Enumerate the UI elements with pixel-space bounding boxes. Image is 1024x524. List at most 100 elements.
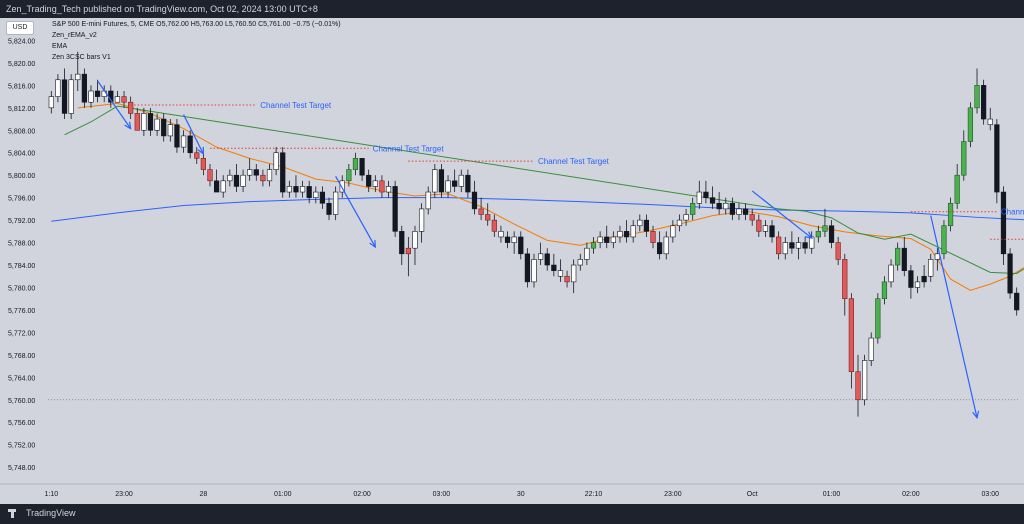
y-tick-label: 5,824.00 [8,38,35,45]
candle-body [762,225,769,232]
candle-body [742,208,749,215]
candlestick-chart[interactable]: 5,748.00 5,752.00 5,756.00 5,760.00 5,764.00… [0,18,1024,504]
candle-body [432,169,438,193]
candle-body [822,225,828,232]
candle-body [994,124,1000,193]
candle-body [895,247,901,266]
candle-body [299,186,306,193]
candle-body [736,208,742,215]
brand-label: TradingView [26,508,76,518]
candle-body [795,242,802,249]
y-tick-label: 5,768.00 [8,353,35,360]
candle-body [247,169,253,176]
candle-body [967,107,974,142]
candle-body [1000,191,1007,255]
candle-body [352,158,359,170]
x-tick-label: 01:00 [274,491,292,498]
candle-body [81,73,87,103]
candle-body [637,219,643,227]
candle-body [610,236,616,243]
y-tick-label: 5,760.00 [8,398,35,405]
candle-body [861,360,868,401]
candle-body [815,231,821,238]
candle-body [749,214,755,221]
candle-body [676,219,683,227]
candle-body [597,236,603,243]
y-tick-label: 5,784.00 [8,263,35,270]
candle-body [518,236,524,255]
candle-body [445,180,451,193]
candle-body [789,242,795,249]
candle-body [260,174,266,182]
candle-body [630,225,636,238]
candle-body [947,202,954,227]
candle-body [802,242,808,249]
candle-body [134,113,140,131]
candle-body [438,169,445,193]
currency-badge[interactable]: USD [6,21,34,35]
candle-body [253,169,259,176]
y-tick-label: 5,820.00 [8,61,35,68]
candle-body [868,337,874,361]
candle-body [901,247,907,271]
candle-body [617,231,623,238]
candle-body [564,275,570,283]
candle-body [273,152,279,170]
candle-body [187,135,193,154]
chart-area[interactable]: 5,748.00 5,752.00 5,756.00 5,760.00 5,764.00… [0,18,1024,504]
candle-body [161,118,167,137]
candle-body [88,90,94,103]
y-tick-label: 5,772.00 [8,330,35,337]
candle-body [875,298,881,339]
ema-long-line [51,197,1024,222]
arrow-head [197,146,205,156]
candle-body [293,186,299,193]
candle-body [577,259,583,266]
x-tick-label: 23:00 [664,491,682,498]
candle-body [379,180,385,193]
tradingview-brand[interactable]: TradingView [8,508,76,518]
candle-body [643,219,650,232]
candle-body [141,113,147,131]
indicator-legend-zen-rema[interactable]: Zen_rEMA_v2 [52,32,97,39]
indicator-legend-3csc[interactable]: Zen 3CSC bars V1 [52,54,111,61]
x-tick-label: 03:00 [433,491,451,498]
channel-target-label: Channel Test Target [260,101,332,110]
candle-body [326,202,332,215]
candle-body [716,202,722,210]
indicator-legend-ema[interactable]: EMA [52,43,68,50]
candle-body [1007,253,1013,294]
x-tick-label: 1:10 [44,491,58,498]
candle-body [557,270,564,277]
candle-body [703,191,709,198]
publisher-line: Zen_Trading_Tech published on TradingVie… [6,4,318,14]
candle-body [1014,292,1020,311]
candle-body [941,225,947,255]
candle-body [928,259,934,277]
candle-body [551,264,557,271]
y-tick-label: 5,800.00 [8,173,35,180]
candle-body [987,118,993,125]
y-tick-label: 5,816.00 [8,83,35,90]
candle-body [154,118,160,131]
tradingview-logo-icon [8,508,22,518]
candle-body [48,96,54,109]
symbol-legend: S&P 500 E-mini Futures, 5, CME O5,762.00… [52,21,341,28]
candle-body [128,101,134,114]
x-tick-label: Oct [747,491,758,498]
x-tick-label: 28 [199,491,207,498]
candle-body [981,85,987,120]
candle-body [180,135,187,148]
candle-body [114,96,121,103]
channel-target-label: Channel Test Target [1001,208,1024,217]
candle-body [544,253,550,266]
candle-body [604,236,610,243]
candle-body [213,180,220,193]
candle-body [399,231,405,255]
candle-body [650,231,656,243]
arrow-line [930,215,978,418]
y-tick-label: 5,808.00 [8,128,35,135]
candle-body [55,79,61,97]
candle-body [974,85,980,109]
candle-body [266,169,273,182]
